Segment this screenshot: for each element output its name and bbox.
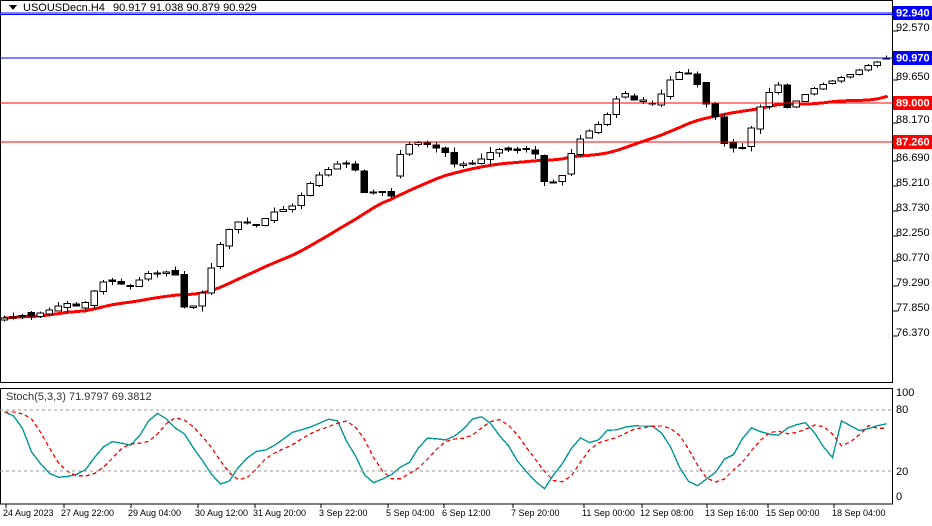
svg-text:5 Sep 04:00: 5 Sep 04:00 <box>386 508 435 518</box>
svg-text:24 Aug 2023: 24 Aug 2023 <box>3 508 54 518</box>
svg-text:86.690: 86.690 <box>896 152 930 164</box>
svg-text:80.770: 80.770 <box>896 252 930 264</box>
svg-text:0: 0 <box>896 491 902 503</box>
svg-text:18 Sep 04:00: 18 Sep 04:00 <box>832 508 886 518</box>
svg-text:13 Sep 16:00: 13 Sep 16:00 <box>705 508 759 518</box>
svg-text:7 Sep 20:00: 7 Sep 20:00 <box>511 508 560 518</box>
svg-text:USOUSDecn.H4: USOUSDecn.H4 <box>23 2 105 14</box>
svg-text:100: 100 <box>896 387 914 399</box>
svg-text:31 Aug 20:00: 31 Aug 20:00 <box>253 508 306 518</box>
svg-text:29 Aug 04:00: 29 Aug 04:00 <box>128 508 181 518</box>
svg-text:79.290: 79.290 <box>896 277 930 289</box>
svg-text:89.650: 89.650 <box>896 71 930 83</box>
svg-text:15 Sep 00:00: 15 Sep 00:00 <box>766 508 820 518</box>
svg-text:90.917 91.038 90.879 90.929: 90.917 91.038 90.879 90.929 <box>113 2 257 14</box>
svg-text:27 Aug 22:00: 27 Aug 22:00 <box>61 508 114 518</box>
svg-text:92.940: 92.940 <box>896 8 930 20</box>
svg-text:83.730: 83.730 <box>896 202 930 214</box>
svg-text:80: 80 <box>896 404 908 416</box>
svg-text:88.170: 88.170 <box>896 114 930 126</box>
svg-text:87.260: 87.260 <box>896 137 930 149</box>
svg-text:90.970: 90.970 <box>896 53 930 65</box>
svg-text:77.850: 77.850 <box>896 302 930 314</box>
svg-text:Stoch(5,3,3) 71.9797 69.3812: Stoch(5,3,3) 71.9797 69.3812 <box>6 391 152 403</box>
svg-text:85.210: 85.210 <box>896 177 930 189</box>
svg-text:11 Sep 00:00: 11 Sep 00:00 <box>582 508 635 518</box>
svg-text:30 Aug 12:00: 30 Aug 12:00 <box>195 508 248 518</box>
svg-text:3 Sep 22:00: 3 Sep 22:00 <box>319 508 368 518</box>
svg-text:12 Sep 08:00: 12 Sep 08:00 <box>640 508 694 518</box>
svg-text:6 Sep 12:00: 6 Sep 12:00 <box>442 508 491 518</box>
svg-text:92.570: 92.570 <box>896 22 930 34</box>
svg-text:82.250: 82.250 <box>896 227 930 239</box>
svg-text:20: 20 <box>896 466 908 478</box>
svg-text:89.000: 89.000 <box>896 98 930 110</box>
svg-text:76.370: 76.370 <box>896 327 930 339</box>
